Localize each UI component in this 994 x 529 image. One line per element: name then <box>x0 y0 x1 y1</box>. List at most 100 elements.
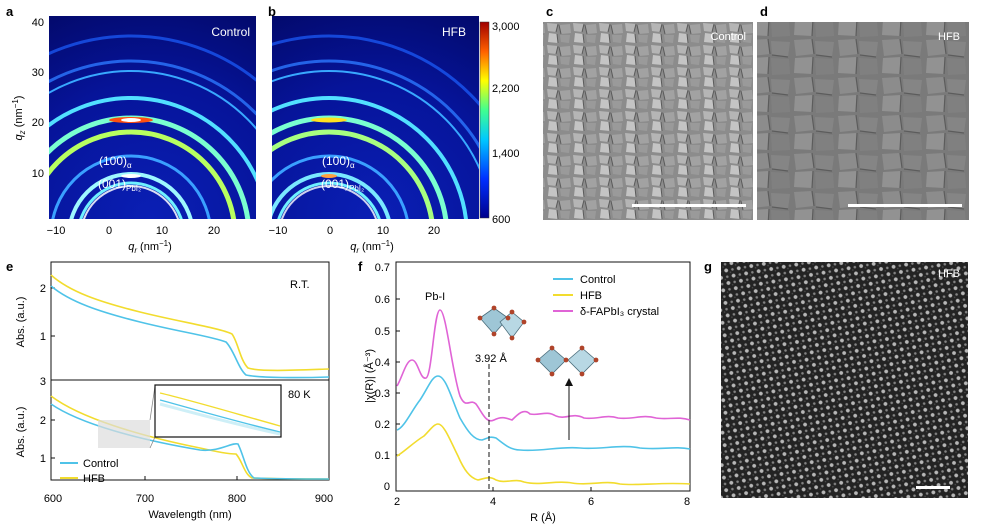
panel-b-xlabel: qr (nm−1) <box>350 239 394 255</box>
curve-e-top-hfb <box>50 274 330 372</box>
svg-text:600: 600 <box>492 214 510 226</box>
scale-bar-d <box>848 204 962 207</box>
panel-e-frame <box>50 261 330 481</box>
distance-label: 3.92 Å <box>475 352 507 365</box>
panel-f-legend: Control HFB δ-FAPbI₃ crystal <box>553 274 659 318</box>
panel-e-letter: e <box>6 259 13 274</box>
svg-text:0.7: 0.7 <box>375 262 390 274</box>
svg-text:0: 0 <box>106 225 112 237</box>
panel-f-letter: f <box>358 259 363 274</box>
panel-d-tag: HFB <box>938 31 960 43</box>
scale-bar-g <box>916 486 950 489</box>
colorbar <box>479 21 490 219</box>
arrow-head <box>565 378 573 386</box>
panel-f-xlabel: R (Å) <box>530 511 556 524</box>
svg-text:0: 0 <box>384 481 390 493</box>
giwaxs-rings-control <box>0 36 331 436</box>
curve-e-top-control <box>50 285 330 379</box>
panel-d-letter: d <box>760 4 768 19</box>
panel-b-letter: b <box>268 4 276 19</box>
svg-text:10: 10 <box>377 225 389 237</box>
tem-image-hfb <box>721 262 968 498</box>
panel-c: c Control <box>543 4 753 220</box>
octahedra-face-sharing-icon <box>535 345 599 377</box>
curve-f-hfb <box>396 423 691 486</box>
panel-f-xaxis: 2 4 6 8 <box>394 496 690 508</box>
svg-text:0.4: 0.4 <box>375 357 390 369</box>
panel-c-letter: c <box>546 4 553 19</box>
panel-e-ylabel-bottom: Abs. (a.u.) <box>15 407 27 458</box>
svg-text:0: 0 <box>327 225 333 237</box>
svg-text:1: 1 <box>40 453 46 465</box>
svg-text:20: 20 <box>428 225 440 237</box>
panel-a-tag: Control <box>211 25 250 39</box>
svg-text:1,400: 1,400 <box>492 148 520 160</box>
svg-text:1: 1 <box>40 331 46 343</box>
colorbar-ticks: 3,000 2,200 1,400 600 <box>492 21 520 226</box>
svg-text:30: 30 <box>32 67 44 79</box>
svg-text:0.1: 0.1 <box>375 450 390 462</box>
panel-c-tag: Control <box>711 31 746 43</box>
panel-b: b HFB (100)α (001)PbI₂ −10 0 10 20 qr (n… <box>268 4 520 255</box>
panel-g-letter: g <box>704 259 712 274</box>
svg-text:0.5: 0.5 <box>375 326 390 338</box>
svg-text:3: 3 <box>40 376 46 388</box>
octahedra-corner-sharing-icon <box>477 305 527 341</box>
svg-text:700: 700 <box>136 493 154 505</box>
panel-a-yaxis: 40 30 20 10 <box>32 17 44 180</box>
svg-text:0.2: 0.2 <box>375 419 390 431</box>
panel-f-ylabel: |χ(R)| (Å⁻³) <box>363 349 376 403</box>
svg-text:4: 4 <box>490 496 496 508</box>
panel-f: f 0.7 0.6 0.5 0.4 0.3 0.2 0.1 0 |χ(R)| (… <box>358 259 691 524</box>
panel-g-tag: HFB <box>938 268 960 280</box>
panel-a-xlabel: qr (nm−1) <box>128 239 172 255</box>
svg-text:2: 2 <box>394 496 400 508</box>
panel-e-xlabel: Wavelength (nm) <box>148 509 231 521</box>
sem-image-hfb <box>757 22 969 220</box>
legend-e-control: Control <box>83 458 118 470</box>
giwaxs-rings-hfb <box>272 34 479 219</box>
panel-e-ylabel-top: Abs. (a.u.) <box>15 297 27 348</box>
svg-text:2: 2 <box>40 415 46 427</box>
svg-text:40: 40 <box>32 17 44 29</box>
peak-label-100-alpha-a: (100)α <box>99 154 132 170</box>
panel-b-xaxis: −10 0 10 20 <box>269 225 440 237</box>
svg-text:600: 600 <box>44 493 62 505</box>
peak-label-001-pbi2-a: (001)PbI₂ <box>98 177 141 193</box>
svg-text:2: 2 <box>40 283 46 295</box>
svg-text:0.3: 0.3 <box>375 388 390 400</box>
svg-text:800: 800 <box>228 493 246 505</box>
svg-text:0.6: 0.6 <box>375 294 390 306</box>
panel-e-top-label: R.T. <box>290 279 310 291</box>
curve-f-delta <box>396 309 691 422</box>
legend-e-hfb: HFB <box>83 473 105 485</box>
svg-text:−10: −10 <box>47 225 66 237</box>
svg-text:10: 10 <box>156 225 168 237</box>
inset-region <box>98 420 150 448</box>
svg-text:20: 20 <box>32 117 44 129</box>
svg-text:20: 20 <box>208 225 220 237</box>
panel-a-xaxis: −10 0 10 20 <box>47 225 220 237</box>
panel-a: a Control (100)α (001)PbI₂ 40 <box>0 4 331 436</box>
svg-text:2,200: 2,200 <box>492 83 520 95</box>
panel-e: e R.T. 80 K 2 1 3 2 1 Abs. (a.u.) Abs. (… <box>6 259 333 521</box>
svg-text:6: 6 <box>588 496 594 508</box>
svg-text:8: 8 <box>684 496 690 508</box>
panel-f-yaxis: 0.7 0.6 0.5 0.4 0.3 0.2 0.1 0 <box>375 262 390 493</box>
legend-f-delta: δ-FAPbI₃ crystal <box>580 306 659 318</box>
panel-d: d HFB <box>757 4 969 220</box>
svg-text:3,000: 3,000 <box>492 21 520 33</box>
panel-e-yaxis: 2 1 3 2 1 <box>40 283 46 465</box>
panel-f-frame <box>395 261 691 492</box>
legend-f-control: Control <box>580 274 615 286</box>
peak-label-pbi: Pb-I <box>425 291 445 303</box>
svg-text:10: 10 <box>32 168 44 180</box>
peak-label-001-pbi2-b: (001)PbI₂ <box>321 177 364 193</box>
panel-e-ticks <box>51 287 238 480</box>
panel-e-xaxis: 600 700 800 900 <box>44 493 333 505</box>
svg-text:900: 900 <box>315 493 333 505</box>
panel-g: g HFB <box>704 259 968 498</box>
peak-label-100-alpha-b: (100)α <box>322 154 355 170</box>
panel-a-ylabel: qz (nm−1) <box>11 96 27 141</box>
